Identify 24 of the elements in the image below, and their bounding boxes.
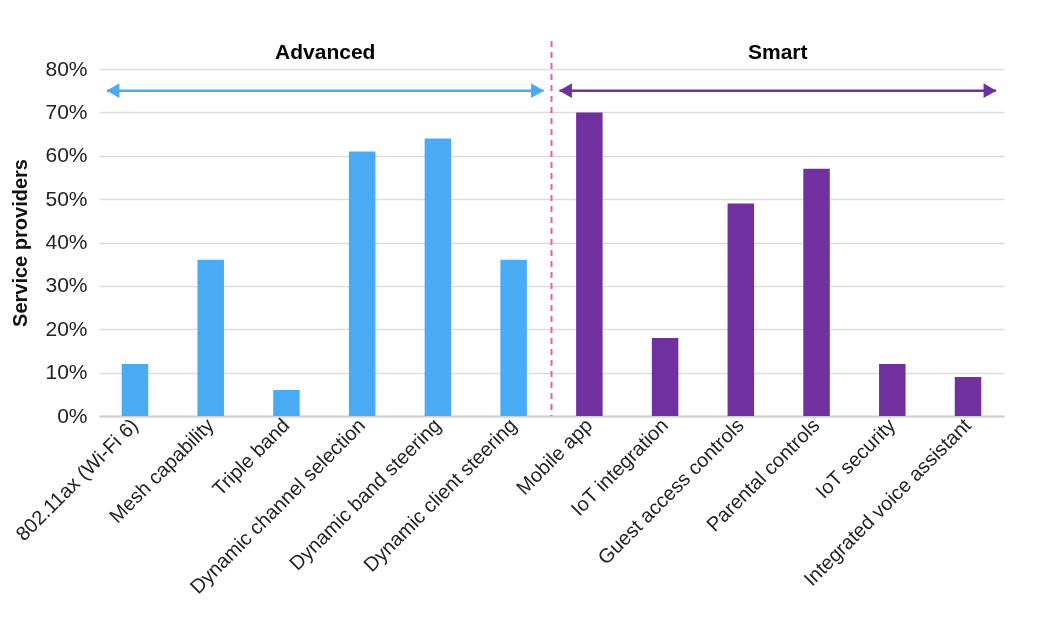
bar: [879, 363, 906, 416]
y-tick-label: 10%: [45, 360, 88, 384]
y-tick-label: 70%: [45, 99, 88, 123]
bar: [348, 151, 376, 416]
bar: [424, 138, 452, 416]
text: Smart: [747, 40, 808, 63]
bar: [121, 363, 149, 416]
y-tick-label: 80%: [45, 56, 88, 80]
bar: [576, 112, 603, 416]
y-axis-title: Service providers: [9, 159, 32, 327]
bar: [197, 259, 224, 416]
y-tick-label: 20%: [45, 316, 88, 340]
bar: [727, 203, 755, 416]
y-tick-label: 50%: [45, 186, 88, 210]
y-tick-label: 0%: [57, 403, 88, 427]
bar: [500, 259, 527, 416]
bar: [954, 376, 982, 416]
y-tick-label: 30%: [45, 273, 88, 297]
bar: [803, 168, 830, 416]
y-tick-label: 60%: [45, 143, 88, 167]
y-tick-label: 40%: [45, 230, 88, 253]
text: Advanced: [275, 40, 376, 63]
bar: [651, 337, 679, 416]
bar: [273, 389, 300, 416]
